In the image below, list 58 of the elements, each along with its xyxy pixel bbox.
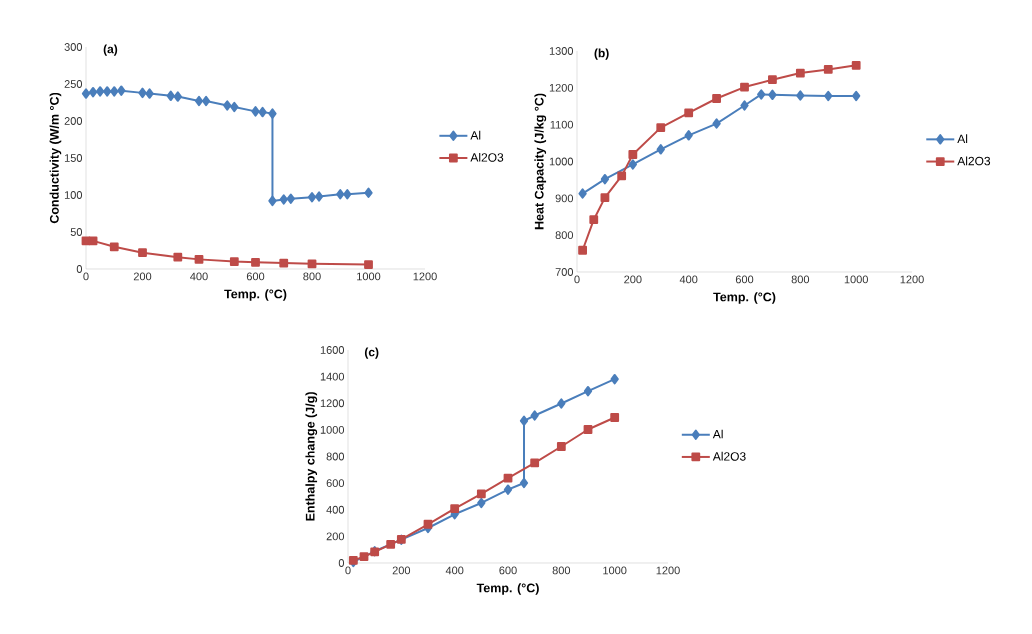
chart-title: (c): [364, 347, 379, 359]
x-axis-title: Temp. (°C): [713, 292, 776, 304]
y-tick-label: 1200: [549, 83, 574, 92]
x-tick-label: 200: [133, 272, 152, 281]
y-tick-label: 100: [64, 191, 83, 199]
y-tick-label: 900: [555, 194, 574, 203]
x-tick-label: 800: [791, 275, 810, 284]
x-tick-label: 600: [499, 566, 517, 575]
y-tick-label: 1000: [320, 425, 345, 434]
x-tick-label: 0: [345, 566, 351, 575]
y-tick-label: 0: [76, 265, 83, 273]
y-tick-label: 1400: [320, 372, 345, 381]
y-tick-label: 400: [326, 505, 345, 514]
y-axis-title: Enthalpy change (J/g): [305, 392, 318, 521]
y-tick-label: 250: [64, 80, 83, 88]
y-axis-title: Heat Capacity (J/kg °C): [534, 93, 547, 230]
y-tick-label: 0: [338, 559, 345, 567]
x-tick-label: 200: [624, 275, 642, 284]
legend-label: Al: [957, 134, 968, 143]
y-tick-label: 1000: [549, 157, 574, 166]
x-tick-label: 600: [246, 272, 265, 281]
x-axis-title: Temp. (°C): [476, 583, 539, 595]
x-tick-label: 1200: [900, 275, 924, 284]
legend-label: Al2O3: [957, 156, 991, 166]
y-tick-label: 300: [64, 43, 83, 51]
chart-title: (a): [103, 44, 118, 56]
y-tick-label: 1200: [320, 399, 345, 408]
x-tick-label: 1200: [413, 272, 437, 281]
y-tick-label: 1100: [550, 120, 574, 129]
y-tick-label: 200: [326, 532, 345, 541]
y-tick-label: 800: [555, 231, 574, 240]
x-tick-label: 1200: [656, 566, 680, 575]
y-tick-label: 600: [326, 479, 345, 488]
y-tick-label: 1300: [549, 47, 574, 55]
x-tick-label: 1000: [603, 566, 627, 575]
x-tick-label: 600: [735, 275, 754, 284]
x-tick-label: 400: [190, 272, 208, 281]
y-tick-label: 150: [64, 154, 83, 162]
y-tick-label: 1600: [320, 346, 345, 354]
x-tick-label: 0: [83, 272, 89, 281]
y-tick-label: 700: [555, 268, 574, 276]
x-tick-label: 800: [303, 272, 321, 281]
chart-title: (b): [594, 48, 609, 60]
x-tick-label: 200: [392, 566, 411, 575]
y-tick-label: 800: [326, 452, 345, 461]
y-tick-label: 50: [70, 228, 83, 236]
x-tick-label: 1000: [844, 275, 868, 284]
legend-label: Al2O3: [470, 152, 504, 162]
y-axis-title: Conductivity (W/m °C): [49, 92, 62, 224]
legend-label: Al: [712, 429, 723, 439]
legend-label: Al: [470, 130, 481, 140]
x-tick-label: 0: [574, 275, 580, 284]
legend-label: Al2O3: [712, 451, 746, 461]
x-tick-label: 400: [679, 275, 698, 284]
x-axis-title: Temp. (°C): [224, 289, 287, 301]
x-tick-label: 400: [445, 566, 464, 575]
y-tick-label: 200: [64, 117, 83, 125]
x-tick-label: 1000: [357, 272, 381, 281]
